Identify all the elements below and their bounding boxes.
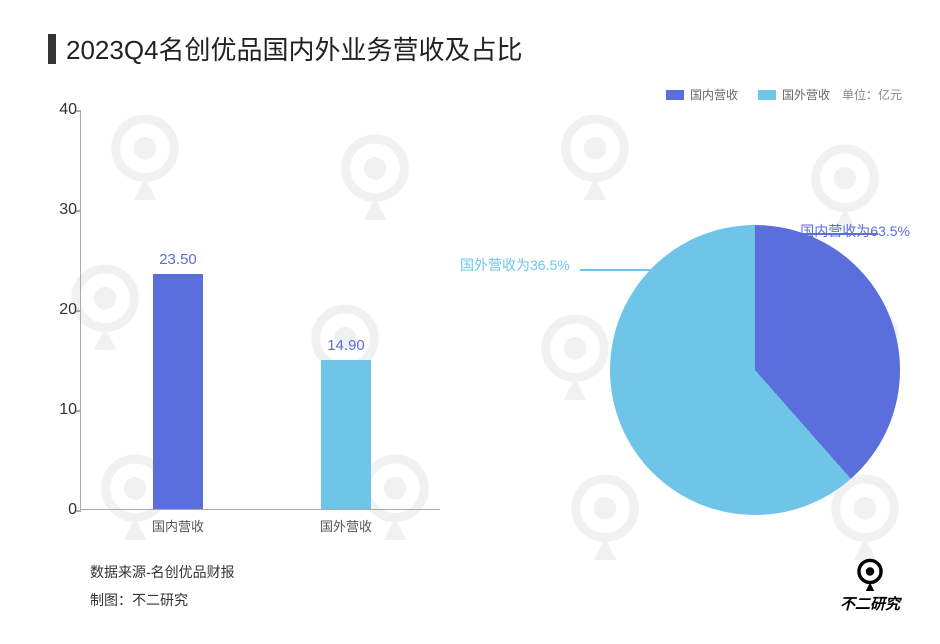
watermark-icon [550,110,640,200]
bar-chart: 01020304023.50国内营收14.90国外营收 [50,110,450,540]
data-source: 数据来源-名创优品财报 [90,558,235,586]
chart-credit: 制图：不二研究 [90,586,235,614]
legend-swatch-foreign [758,90,776,100]
footer: 数据来源-名创优品财报 制图：不二研究 [90,558,235,614]
x-category-label: 国内营收 [123,516,233,535]
legend: 国内营收 国外营收 单位：亿元 [666,86,902,103]
pie-leader-foreign [580,269,680,271]
pie-label-foreign: 国外营收为36.5% [460,255,570,275]
y-tick-label: 40 [47,101,77,119]
pie-label-domestic: 国内营收为63.5% [800,221,910,241]
pie-chart: 国内营收为63.5% 国外营收为36.5% [610,225,900,515]
y-tick-label: 30 [47,201,77,219]
watermark-icon [800,140,890,230]
brand-logo-text: 不二研究 [840,593,900,614]
bar-value-label: 14.90 [306,337,386,354]
y-tick-label: 0 [47,501,77,519]
chart-title: 2023Q4名创优品国内外业务营收及占比 [66,30,523,67]
bar-国内营收 [153,274,203,509]
bar-plot-area: 01020304023.50国内营收14.90国外营收 [80,110,440,510]
bar-国外营收 [321,360,371,509]
legend-unit: 单位：亿元 [842,86,902,103]
brand-logo-icon [853,557,887,591]
bar-value-label: 23.50 [138,251,218,268]
legend-swatch-domestic [666,90,684,100]
y-tick-label: 10 [47,401,77,419]
legend-label-domestic: 国内营收 [690,86,738,103]
legend-label-foreign: 国外营收 [782,86,830,103]
title-accent-bar [48,34,56,64]
watermark-icon [530,310,620,400]
y-tick-label: 20 [47,301,77,319]
pie-leader-domestic [788,233,878,235]
x-category-label: 国外营收 [291,516,401,535]
chart-title-row: 2023Q4名创优品国内外业务营收及占比 [48,30,523,67]
brand-logo: 不二研究 [840,557,900,614]
